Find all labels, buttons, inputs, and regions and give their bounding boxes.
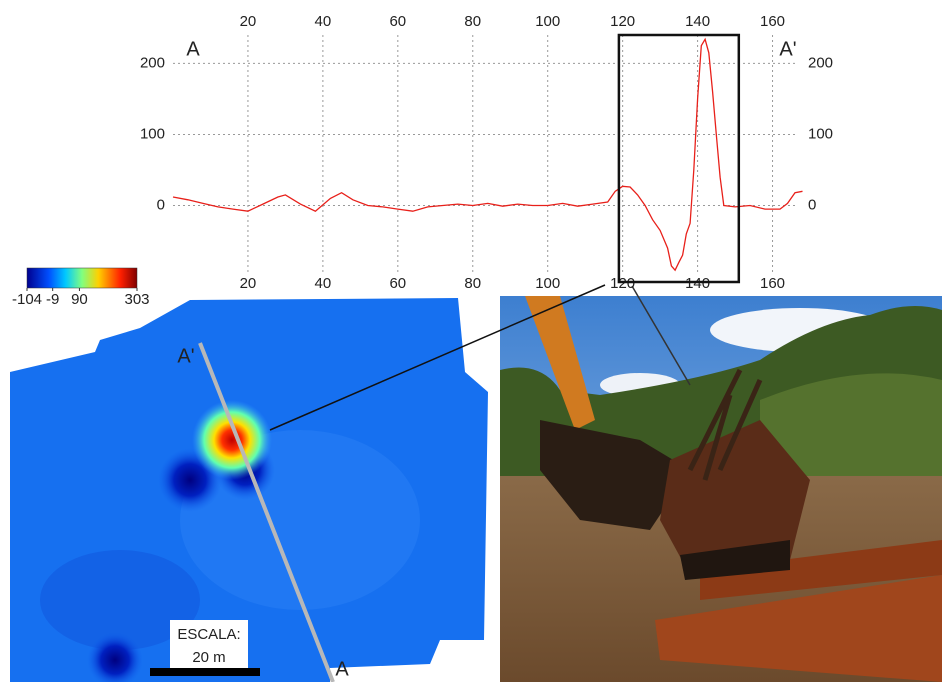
excavation-photo xyxy=(500,296,942,682)
y-tick-label-right: 200 xyxy=(808,54,833,71)
x-tick-label-bottom: 160 xyxy=(760,275,785,292)
y-tick-label-right: 0 xyxy=(808,196,816,213)
x-tick-label-top: 140 xyxy=(685,13,710,30)
highlight-box xyxy=(619,35,739,282)
x-tick-label-bottom: 100 xyxy=(535,275,560,292)
profile-start-label: A xyxy=(335,658,349,680)
colorbar-tick-label: -104 xyxy=(12,291,42,308)
x-tick-label-bottom: 140 xyxy=(685,275,710,292)
y-tick-label-left: 0 xyxy=(157,196,165,213)
y-tick-label-left: 100 xyxy=(140,125,165,142)
colorbar-tick-label: 303 xyxy=(124,291,149,308)
x-tick-label-top: 80 xyxy=(464,13,481,30)
y-tick-label-right: 100 xyxy=(808,125,833,142)
x-tick-label-top: 20 xyxy=(240,13,257,30)
figure: ESCALA: 20 m A' A 20 20 40 40 60 60 80 80 100 100… xyxy=(0,0,942,682)
x-tick-label-bottom: 40 xyxy=(315,275,332,292)
anomaly-map: ESCALA: 20 m A' A xyxy=(10,298,488,682)
x-tick-label-top: 160 xyxy=(760,13,785,30)
y-tick-label-left: 200 xyxy=(140,54,165,71)
scale-title: ESCALA: xyxy=(177,626,240,643)
profile-end-label: A' xyxy=(779,38,796,60)
x-tick-label-bottom: 60 xyxy=(389,275,406,292)
profile-start-label: A xyxy=(186,38,200,60)
profile-end-label: A' xyxy=(177,345,194,367)
x-tick-label-bottom: 80 xyxy=(464,275,481,292)
x-tick-label-top: 60 xyxy=(389,13,406,30)
x-tick-label-top: 100 xyxy=(535,13,560,30)
colorbar-tick-label: 90 xyxy=(71,291,88,308)
profile-line xyxy=(173,39,803,270)
scale-length: 20 m xyxy=(192,649,225,666)
x-tick-label-bottom: 120 xyxy=(610,275,635,292)
x-tick-label-top: 120 xyxy=(610,13,635,30)
colorbar-tick-label: -9 xyxy=(46,291,59,308)
colorbar xyxy=(27,268,137,288)
x-tick-label-top: 40 xyxy=(315,13,332,30)
x-tick-label-bottom: 20 xyxy=(240,275,257,292)
